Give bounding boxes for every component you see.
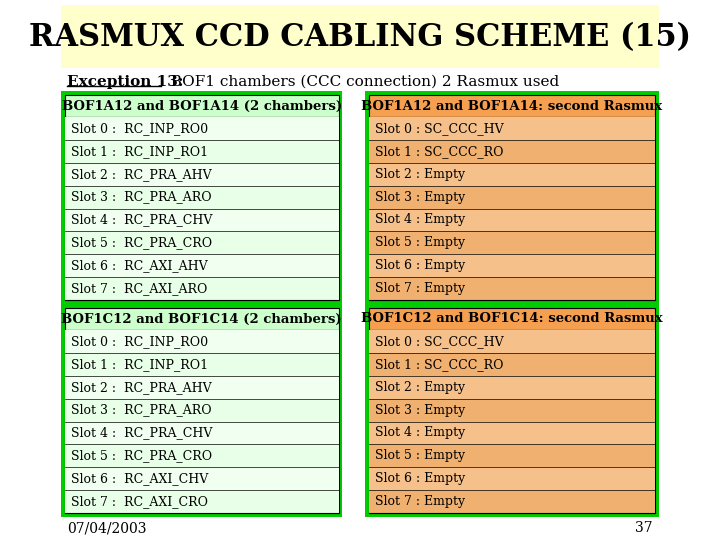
- Text: Slot 5 :  RC_PRA_CRO: Slot 5 : RC_PRA_CRO: [71, 449, 212, 462]
- FancyBboxPatch shape: [65, 330, 338, 513]
- FancyBboxPatch shape: [369, 186, 655, 208]
- Text: Slot 1 :  RC_INP_RO1: Slot 1 : RC_INP_RO1: [71, 358, 208, 371]
- Text: Slot 5 :  RC_PRA_CRO: Slot 5 : RC_PRA_CRO: [71, 237, 212, 249]
- Text: Slot 6 :  RC_AXI_AHV: Slot 6 : RC_AXI_AHV: [71, 259, 207, 272]
- Text: Slot 7 :  RC_AXI_CRO: Slot 7 : RC_AXI_CRO: [71, 495, 208, 508]
- FancyBboxPatch shape: [65, 399, 338, 422]
- Text: BOF1A12 and BOF1A14: second Rasmux: BOF1A12 and BOF1A14: second Rasmux: [361, 99, 662, 112]
- Text: Slot 3 :  RC_PRA_ARO: Slot 3 : RC_PRA_ARO: [71, 191, 212, 204]
- Text: Slot 2 :  RC_PRA_AHV: Slot 2 : RC_PRA_AHV: [71, 168, 212, 181]
- FancyBboxPatch shape: [369, 208, 655, 231]
- FancyBboxPatch shape: [65, 277, 338, 300]
- Text: Slot 1 : SC_CCC_RO: Slot 1 : SC_CCC_RO: [374, 145, 503, 158]
- FancyBboxPatch shape: [65, 254, 338, 277]
- FancyBboxPatch shape: [369, 95, 655, 117]
- Text: BOF1C12 and BOF1C14 (2 chambers): BOF1C12 and BOF1C14 (2 chambers): [61, 313, 342, 326]
- FancyBboxPatch shape: [369, 163, 655, 186]
- FancyBboxPatch shape: [369, 277, 655, 300]
- FancyBboxPatch shape: [369, 353, 655, 376]
- FancyBboxPatch shape: [369, 490, 655, 513]
- Text: Slot 0 :  RC_INP_RO0: Slot 0 : RC_INP_RO0: [71, 122, 208, 135]
- Text: Slot 5 : Empty: Slot 5 : Empty: [374, 449, 464, 462]
- FancyBboxPatch shape: [365, 91, 659, 304]
- Text: Slot 2 : Empty: Slot 2 : Empty: [374, 168, 464, 181]
- Text: 07/04/2003: 07/04/2003: [68, 521, 147, 535]
- Text: Slot 2 : Empty: Slot 2 : Empty: [374, 381, 464, 394]
- FancyBboxPatch shape: [65, 490, 338, 513]
- FancyBboxPatch shape: [369, 254, 655, 277]
- Text: Slot 4 : Empty: Slot 4 : Empty: [374, 213, 465, 226]
- FancyBboxPatch shape: [369, 330, 655, 513]
- Text: Slot 4 :  RC_PRA_CHV: Slot 4 : RC_PRA_CHV: [71, 427, 212, 440]
- FancyBboxPatch shape: [369, 140, 655, 163]
- FancyBboxPatch shape: [365, 304, 659, 517]
- Text: Exception 13:: Exception 13:: [68, 75, 184, 89]
- FancyBboxPatch shape: [65, 117, 338, 140]
- Text: Slot 5 : Empty: Slot 5 : Empty: [374, 237, 464, 249]
- Text: Slot 6 :  RC_AXI_CHV: Slot 6 : RC_AXI_CHV: [71, 472, 208, 485]
- Text: Slot 4 :  RC_PRA_CHV: Slot 4 : RC_PRA_CHV: [71, 213, 212, 226]
- Text: Slot 6 : Empty: Slot 6 : Empty: [374, 259, 465, 272]
- FancyBboxPatch shape: [65, 140, 338, 163]
- FancyBboxPatch shape: [65, 467, 338, 490]
- Text: Slot 4 : Empty: Slot 4 : Empty: [374, 427, 465, 440]
- FancyBboxPatch shape: [65, 376, 338, 399]
- FancyBboxPatch shape: [65, 308, 338, 330]
- FancyBboxPatch shape: [369, 330, 655, 353]
- Text: RASMUX CCD CABLING SCHEME (15): RASMUX CCD CABLING SCHEME (15): [29, 23, 691, 53]
- Text: Slot 1 : SC_CCC_RO: Slot 1 : SC_CCC_RO: [374, 358, 503, 371]
- FancyBboxPatch shape: [61, 91, 342, 304]
- FancyBboxPatch shape: [65, 231, 338, 254]
- FancyBboxPatch shape: [60, 5, 660, 68]
- FancyBboxPatch shape: [369, 308, 655, 330]
- Text: BOF1A12 and BOF1A14 (2 chambers): BOF1A12 and BOF1A14 (2 chambers): [62, 99, 342, 112]
- FancyBboxPatch shape: [369, 231, 655, 254]
- Text: Slot 0 :  RC_INP_RO0: Slot 0 : RC_INP_RO0: [71, 335, 208, 348]
- FancyBboxPatch shape: [61, 304, 342, 517]
- Text: Slot 3 : Empty: Slot 3 : Empty: [374, 403, 465, 416]
- FancyBboxPatch shape: [369, 376, 655, 399]
- Text: BOF1 chambers (CCC connection) 2 Rasmux used: BOF1 chambers (CCC connection) 2 Rasmux …: [161, 75, 559, 89]
- Text: Slot 7 :  RC_AXI_ARO: Slot 7 : RC_AXI_ARO: [71, 282, 207, 295]
- Text: Slot 3 : Empty: Slot 3 : Empty: [374, 191, 465, 204]
- FancyBboxPatch shape: [369, 422, 655, 444]
- Text: Slot 0 : SC_CCC_HV: Slot 0 : SC_CCC_HV: [374, 335, 503, 348]
- Text: Slot 1 :  RC_INP_RO1: Slot 1 : RC_INP_RO1: [71, 145, 208, 158]
- Text: Slot 7 : Empty: Slot 7 : Empty: [374, 495, 464, 508]
- FancyBboxPatch shape: [65, 353, 338, 376]
- Text: 37: 37: [635, 521, 652, 535]
- Text: Slot 7 : Empty: Slot 7 : Empty: [374, 282, 464, 295]
- FancyBboxPatch shape: [65, 208, 338, 231]
- Text: Slot 0 : SC_CCC_HV: Slot 0 : SC_CCC_HV: [374, 122, 503, 135]
- FancyBboxPatch shape: [369, 399, 655, 422]
- FancyBboxPatch shape: [369, 117, 655, 140]
- FancyBboxPatch shape: [65, 422, 338, 444]
- FancyBboxPatch shape: [369, 467, 655, 490]
- FancyBboxPatch shape: [65, 330, 338, 353]
- FancyBboxPatch shape: [369, 117, 655, 300]
- FancyBboxPatch shape: [65, 444, 338, 467]
- FancyBboxPatch shape: [65, 163, 338, 186]
- FancyBboxPatch shape: [65, 186, 338, 208]
- Text: Slot 2 :  RC_PRA_AHV: Slot 2 : RC_PRA_AHV: [71, 381, 212, 394]
- Text: Slot 6 : Empty: Slot 6 : Empty: [374, 472, 465, 485]
- FancyBboxPatch shape: [65, 117, 338, 300]
- Text: Slot 3 :  RC_PRA_ARO: Slot 3 : RC_PRA_ARO: [71, 403, 212, 416]
- FancyBboxPatch shape: [65, 95, 338, 117]
- Text: BOF1C12 and BOF1C14: second Rasmux: BOF1C12 and BOF1C14: second Rasmux: [361, 313, 662, 326]
- FancyBboxPatch shape: [369, 444, 655, 467]
